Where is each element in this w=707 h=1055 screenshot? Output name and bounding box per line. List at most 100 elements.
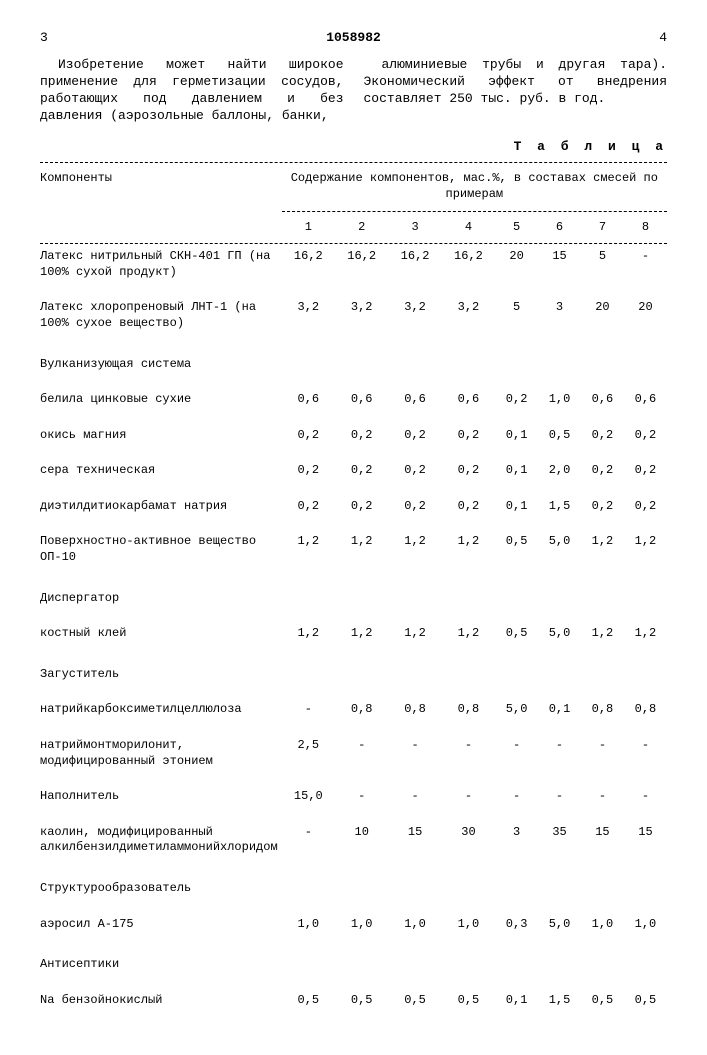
table-row: Диспергатор [40,583,667,610]
cell: 0,2 [282,425,335,447]
cell: 0,8 [624,699,667,721]
cell: 0,1 [495,425,538,447]
cell: 1,2 [388,623,441,645]
cell: 0,5 [442,990,495,1012]
cell: 3 [538,297,581,334]
table-row: Вулканизующая система [40,349,667,376]
row-label: Диспергатор [40,583,282,610]
cell: 1,2 [282,531,335,568]
cell: 2,0 [538,460,581,482]
cell: 35 [538,822,581,859]
row-label: Антисептики [40,949,282,976]
cell: - [495,735,538,772]
row-label: Вулканизующая система [40,349,282,376]
cell: 0,8 [581,699,624,721]
cell: 0,2 [581,460,624,482]
row-label: натриймонтморилонит, модифицированный эт… [40,735,282,772]
intro-right-column: алюминиевые трубы и другая тара). Эконом… [364,57,668,125]
cell: - [581,735,624,772]
cell: 16,2 [388,246,441,283]
rule-top [40,162,667,163]
table-row: Загуститель [40,659,667,686]
table-body: Латекс нитрильный СКН-401 ГП (на 100% су… [40,241,667,1025]
cell: 1,5 [538,990,581,1012]
cell: 16,2 [335,246,388,283]
cell: - [442,786,495,808]
cell: 3 [495,822,538,859]
column-header-4: 4 [442,214,495,242]
cell: - [388,786,441,808]
cell: 20 [495,246,538,283]
cell: 0,5 [282,990,335,1012]
column-header-2: 2 [335,214,388,242]
table-row: Латекс хлоропреновый ЛНТ-1 (на 100% сухо… [40,297,667,334]
table-row: натрийкарбоксиметилцеллюлоза-0,80,80,85,… [40,699,667,721]
cell: 1,2 [624,531,667,568]
cell: 0,2 [335,425,388,447]
rule-body [40,243,667,244]
cell: - [624,786,667,808]
column-header-5: 5 [495,214,538,242]
row-label: белила цинковые сухие [40,389,282,411]
cell: - [282,822,335,859]
cell: 20 [581,297,624,334]
cell: 0,5 [624,990,667,1012]
row-label: каолин, модифицированный алкилбензилдиме… [40,822,282,859]
cell: - [538,786,581,808]
cell: 0,2 [442,496,495,518]
row-label: натрийкарбоксиметилцеллюлоза [40,699,282,721]
cell: 1,0 [442,914,495,936]
cell: 0,1 [538,699,581,721]
cell: 1,2 [282,623,335,645]
cell: 5,0 [538,623,581,645]
cell: 0,5 [495,531,538,568]
cell: - [538,735,581,772]
cell: - [495,786,538,808]
table-row: белила цинковые сухие0,60,60,60,60,21,00… [40,389,667,411]
cell: 0,6 [624,389,667,411]
cell: 1,2 [442,623,495,645]
cell: 0,2 [495,389,538,411]
row-label: сера техническая [40,460,282,482]
cell: 5 [495,297,538,334]
table-row: костный клей1,21,21,21,20,55,01,21,2 [40,623,667,645]
table-row: Наполнитель15,0------- [40,786,667,808]
cell: 0,2 [335,460,388,482]
cell: 0,6 [388,389,441,411]
composition-table: Компоненты Содержание компонентов, мас.%… [40,165,667,1025]
row-label: Латекс нитрильный СКН-401 ГП (на 100% су… [40,246,282,283]
cell: 1,2 [335,531,388,568]
column-header-6: 6 [538,214,581,242]
table-caption: Т а б л и ц а [40,139,667,156]
cell: - [624,246,667,283]
cell: 3,2 [388,297,441,334]
cell: 0,2 [624,425,667,447]
cell: 1,2 [581,623,624,645]
table-head: Компоненты Содержание компонентов, мас.%… [40,165,667,241]
cell: 0,2 [282,496,335,518]
row-label: Наполнитель [40,786,282,808]
cell: 0,2 [581,425,624,447]
cell: 16,2 [282,246,335,283]
cell: 1,0 [282,914,335,936]
cell: 1,2 [581,531,624,568]
cell: - [335,735,388,772]
row-label: Поверхностно-активное вещество ОП-10 [40,531,282,568]
cell: 0,1 [495,496,538,518]
cell: - [442,735,495,772]
row-label: диэтилдитиокарбамат натрия [40,496,282,518]
cell: 0,2 [624,496,667,518]
cell: - [624,735,667,772]
cell: 1,5 [538,496,581,518]
cell: 1,0 [388,914,441,936]
header-span: Содержание компонентов, мас.%, в состава… [282,165,667,208]
cell: 15 [538,246,581,283]
table-row: Антисептики [40,949,667,976]
row-label: окись магния [40,425,282,447]
cell: 15 [388,822,441,859]
cell: 1,0 [335,914,388,936]
cell: 0,5 [388,990,441,1012]
cell: 0,2 [442,425,495,447]
table-row: Структурообразователь [40,873,667,900]
cell: 16,2 [442,246,495,283]
